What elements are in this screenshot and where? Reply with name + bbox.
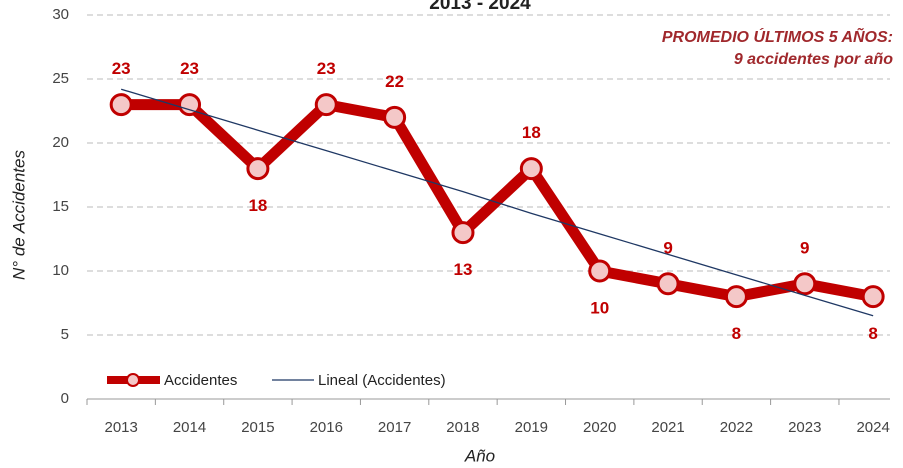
data-line — [121, 99, 875, 303]
marker — [519, 157, 543, 181]
x-tick-label: 2016 — [310, 419, 343, 436]
annotation: 9 accidentes por año — [734, 51, 893, 68]
x-tick-label: 2018 — [446, 419, 479, 436]
trend-line — [120, 88, 874, 317]
y-tick-label: 30 — [52, 6, 69, 23]
marker — [383, 105, 407, 129]
data-label: 23 — [180, 59, 199, 78]
y-tick-label: 20 — [52, 134, 69, 151]
legend-label: Accidentes — [164, 372, 237, 389]
x-tick-label: 2022 — [720, 419, 753, 436]
data-label: 13 — [454, 260, 473, 279]
x-tick-label: 2014 — [173, 419, 206, 436]
legend-label: Lineal (Accidentes) — [318, 372, 446, 389]
data-label: 23 — [112, 59, 131, 78]
data-label: 8 — [732, 324, 741, 343]
marker — [861, 285, 885, 309]
marker — [246, 157, 270, 181]
data-label: 18 — [248, 196, 267, 215]
x-tick-label: 2019 — [515, 419, 548, 436]
data-label: 8 — [868, 324, 877, 343]
data-label: 9 — [800, 238, 809, 257]
x-tick-label: 2023 — [788, 419, 821, 436]
y-tick-label: 25 — [52, 70, 69, 87]
x-tick-label: 2015 — [241, 419, 274, 436]
x-tick-label: 2021 — [651, 419, 684, 436]
x-tick-label: 2020 — [583, 419, 616, 436]
marker — [724, 285, 748, 309]
x-tick-label: 2017 — [378, 419, 411, 436]
y-tick-label: 10 — [52, 262, 69, 279]
data-label: 23 — [317, 59, 336, 78]
y-axis-label: N° de Accidentes — [9, 150, 28, 280]
x-axis-label: Año — [464, 446, 495, 465]
y-tick-label: 15 — [52, 198, 69, 215]
marker — [314, 93, 338, 117]
y-tick-label: 5 — [61, 326, 69, 343]
marker — [109, 93, 133, 117]
marker — [793, 272, 817, 296]
y-tick-label: 0 — [61, 390, 69, 407]
x-tick-label: 2013 — [104, 419, 137, 436]
x-tick-label: 2024 — [856, 419, 889, 436]
legend-marker — [126, 373, 140, 387]
marker — [451, 221, 475, 245]
data-label: 10 — [590, 298, 609, 317]
marker — [178, 93, 202, 117]
data-label: 22 — [385, 72, 404, 91]
marker — [588, 259, 612, 283]
chart-title: 2013 - 2024 — [429, 0, 531, 14]
data-label: 9 — [663, 238, 672, 257]
marker — [656, 272, 680, 296]
data-label: 18 — [522, 123, 541, 142]
annotation: PROMEDIO ÚLTIMOS 5 AÑOS: — [662, 26, 893, 46]
